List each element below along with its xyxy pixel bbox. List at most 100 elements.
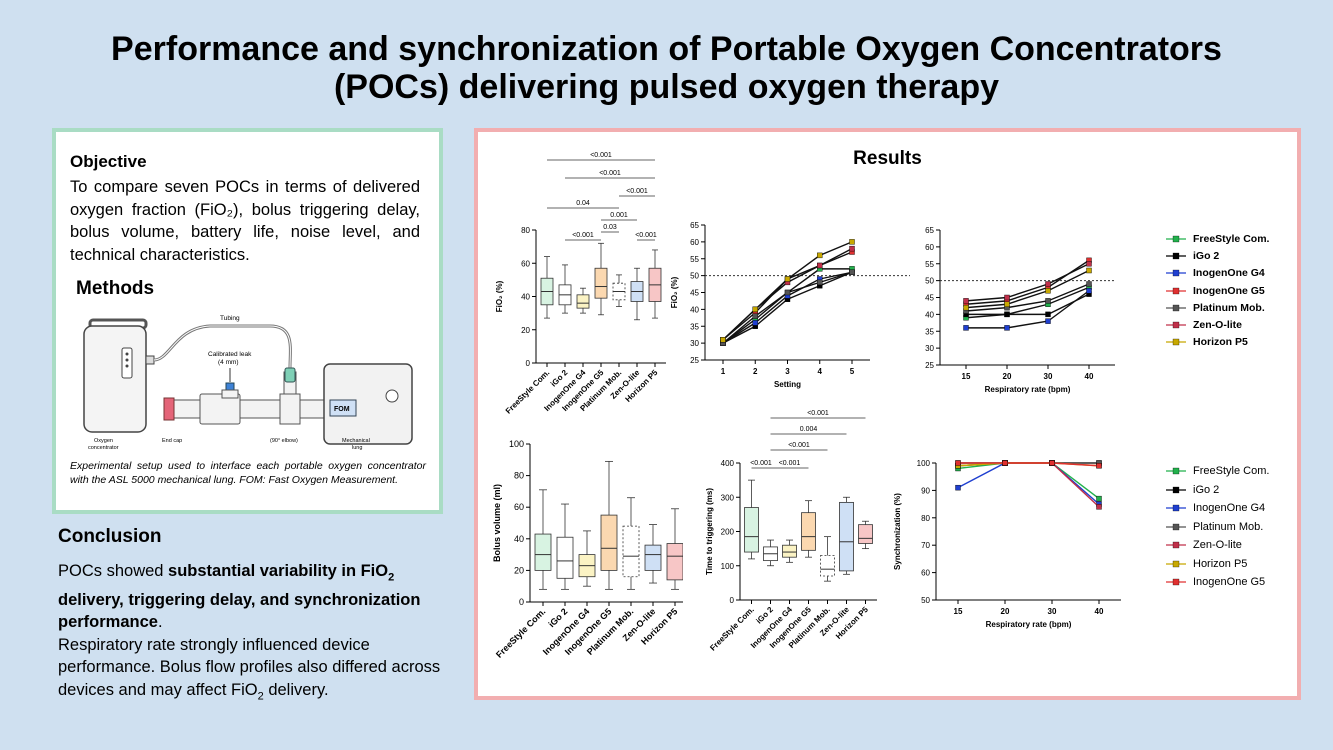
legend-item-freestyle-com-: FreeStyle Com. — [1165, 462, 1269, 481]
box-inogenone-g4 — [576, 294, 590, 309]
y-tick-label: 100 — [509, 439, 524, 449]
data-point — [1004, 294, 1010, 301]
objective-heading: Objective — [70, 152, 147, 171]
box-freestyle-com- — [744, 507, 759, 553]
y-tick-label: 50 — [690, 272, 699, 281]
data-point — [1004, 301, 1010, 307]
poster-title: Performance and synchronization of Porta… — [0, 30, 1333, 106]
y-tick-label: 65 — [925, 226, 934, 235]
y-tick-label: 25 — [925, 361, 934, 370]
legend-item-freestyle-com-: FreeStyle Com. — [1165, 230, 1269, 247]
data-point — [955, 484, 961, 491]
series-line-inogenone-g4 — [966, 290, 1090, 329]
fom-label: FOM — [334, 406, 350, 413]
y-tick-label: 70 — [921, 541, 930, 550]
legend-marker — [1172, 579, 1180, 586]
y-tick-label: 90 — [921, 486, 930, 495]
data-point — [963, 304, 969, 311]
box-platinum-mob- — [820, 555, 835, 577]
y-tick-label: 30 — [925, 344, 934, 353]
data-point — [1096, 463, 1102, 469]
legend-swatch — [1166, 560, 1186, 567]
legend-label: InogenOne G4 — [1193, 267, 1265, 280]
legend-swatch — [1166, 542, 1186, 549]
x-tick-label: 30 — [1048, 607, 1057, 616]
data-point — [752, 313, 758, 319]
y-axis-label: FiO₂ (%) — [670, 276, 679, 308]
y-tick-label: 65 — [690, 221, 699, 230]
x-tick-label: 40 — [1085, 372, 1094, 381]
legend-swatch — [1166, 235, 1186, 242]
conclusion-text: POCs showed substantial variability in F… — [58, 560, 458, 708]
end-cap-icon — [163, 397, 175, 421]
box-inogenone-g4 — [782, 544, 797, 558]
data-point — [1086, 281, 1092, 287]
y-tick-label: 0 — [519, 597, 524, 607]
y-tick-label: 35 — [690, 322, 699, 331]
legend-item-inogenone-g4: InogenOne G4 — [1165, 265, 1269, 282]
y-tick-label: 45 — [925, 294, 934, 303]
fom-box — [329, 399, 357, 417]
legend-item-inogenone-g5: InogenOne G5 — [1165, 573, 1269, 592]
series-line-zen-o-lite — [965, 263, 1090, 302]
data-point — [784, 276, 791, 282]
x-tick-label: 40 — [1095, 607, 1104, 616]
lung-label-1: Mechanical — [342, 438, 370, 444]
legend-swatch — [1166, 287, 1186, 294]
y-tick-label: 100 — [721, 562, 735, 571]
legend-label: iGo 2 — [1193, 483, 1220, 496]
data-point — [1086, 267, 1092, 274]
data-point — [752, 306, 758, 313]
p-value-label: <0.001 — [635, 232, 657, 239]
legend-item-horizon-p5: Horizon P5 — [1165, 555, 1269, 574]
legend-swatch — [1166, 339, 1186, 346]
x-axis-label: Respiratory rate (bpm) — [986, 620, 1072, 629]
x-tick-label: 20 — [1001, 607, 1010, 616]
legend-label: InogenOne G5 — [1193, 576, 1266, 589]
y-axis-label: Time to triggering (ms) — [705, 488, 714, 575]
y-tick-label: 50 — [921, 596, 930, 605]
elbow-label: (90° elbow) — [270, 438, 298, 444]
series-line-inogenone-g5 — [958, 462, 1100, 467]
x-tick-label: 2 — [753, 367, 758, 376]
y-tick-label: 0 — [730, 596, 735, 605]
legend-item-zen-o-lite: Zen-O-lite — [1165, 316, 1269, 333]
concentrator-icon — [83, 325, 147, 433]
x-axis-label: Respiratory rate (bpm) — [985, 385, 1071, 394]
p-value-label: <0.001 — [807, 410, 829, 417]
legend-label: Horizon P5 — [1193, 557, 1248, 570]
data-point — [849, 245, 855, 252]
fio2-rr-linechart: 25 30 35 40 45 50 55 60 65 15 20 30 40 Respiratory ra… — [925, 226, 1115, 394]
title-line-2: (POCs) delivering pulsed oxygen therapy — [333, 68, 1000, 106]
x-axis-label: Setting — [774, 380, 801, 389]
y-tick-label: 40 — [690, 305, 699, 314]
y-tick-label: 55 — [690, 255, 699, 264]
legend-marker — [1172, 468, 1180, 475]
box-zen-o-lite — [839, 501, 854, 572]
y-axis-label: Synchronization (%) — [893, 493, 902, 570]
legend-swatch — [1166, 270, 1186, 277]
p-value-label: <0.001 — [572, 232, 594, 239]
triggering-boxplot: 0 100 200 300 400 Time to triggering (ms) Free… — [705, 410, 877, 653]
legend-swatch — [1166, 304, 1186, 311]
y-tick-label: 20 — [514, 565, 524, 575]
y-axis-label: FiO₂ (%) — [495, 280, 504, 312]
legend-marker — [1172, 304, 1180, 311]
lung-label-2: lung — [352, 445, 362, 451]
legend-marker — [1172, 287, 1180, 294]
series-line-horizon-p5 — [965, 269, 1090, 309]
legend-item-igo-2: iGo 2 — [1165, 481, 1269, 500]
legend-marker — [1172, 321, 1180, 329]
legend-item-inogenone-g4: InogenOne G4 — [1165, 499, 1269, 518]
y-tick-label: 35 — [925, 327, 934, 336]
bolus-volume-boxplot: 0 20 40 60 80 100 Bolus volume (ml) FreeStyle C… — [492, 439, 683, 660]
box-platinum-mob- — [622, 525, 640, 578]
setup-caption: Experimental setup used to interface eac… — [70, 460, 426, 486]
box-horizon-p5 — [666, 543, 683, 581]
y-tick-label: 400 — [721, 459, 735, 468]
data-point — [817, 279, 823, 286]
objective-text: To compare seven POCs in terms of delive… — [70, 178, 420, 264]
title-line-1: Performance and synchronization of Porta… — [111, 30, 1222, 68]
legend-label: FreeStyle Com. — [1193, 465, 1270, 478]
